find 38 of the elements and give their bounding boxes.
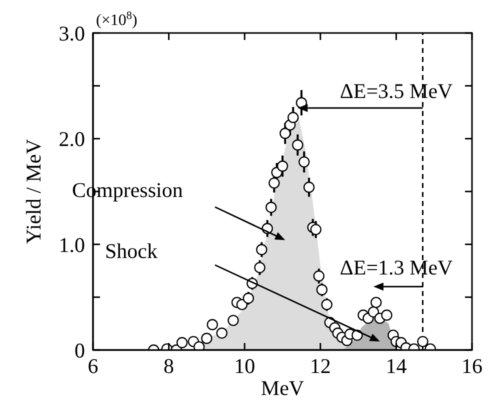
annotation: ΔE=3.5 MeV [340, 79, 453, 104]
text: (×10$^{8}$) [96, 10, 138, 29]
point [292, 139, 304, 151]
y-tick-label: 0 [74, 338, 85, 362]
point [268, 177, 280, 189]
point [381, 310, 392, 321]
point [321, 298, 332, 310]
y-axis-title: Yield / MeV [21, 139, 46, 244]
point [242, 292, 254, 304]
point [206, 319, 218, 330]
x-tick-label: 10 [234, 354, 256, 378]
point [298, 156, 310, 168]
x-tick-label: 16 [462, 354, 482, 378]
point [288, 112, 299, 124]
point [216, 327, 228, 339]
point [280, 128, 291, 139]
point [310, 224, 322, 236]
y-tick-label: 1.0 [58, 232, 85, 257]
point [228, 314, 239, 326]
point [370, 296, 382, 308]
point [201, 332, 212, 344]
x-tick-label: 8 [164, 354, 174, 378]
annotation: Shock [105, 239, 158, 263]
point [417, 336, 428, 348]
y-tick-label: 2.0 [58, 127, 85, 152]
x-tick-label: 6 [88, 354, 98, 378]
point [194, 341, 205, 350]
point [303, 182, 315, 193]
y-tick-label: 3.0 [58, 21, 85, 46]
point [176, 337, 188, 348]
point [368, 306, 380, 318]
point [236, 298, 248, 310]
annotation: ΔE=1.3 MeV [340, 256, 453, 280]
point [276, 160, 288, 172]
point [266, 202, 277, 213]
x-tick-label: 14 [386, 354, 408, 378]
x-tick-label: 12 [310, 354, 331, 378]
x-axis-title: MeV [260, 376, 304, 400]
